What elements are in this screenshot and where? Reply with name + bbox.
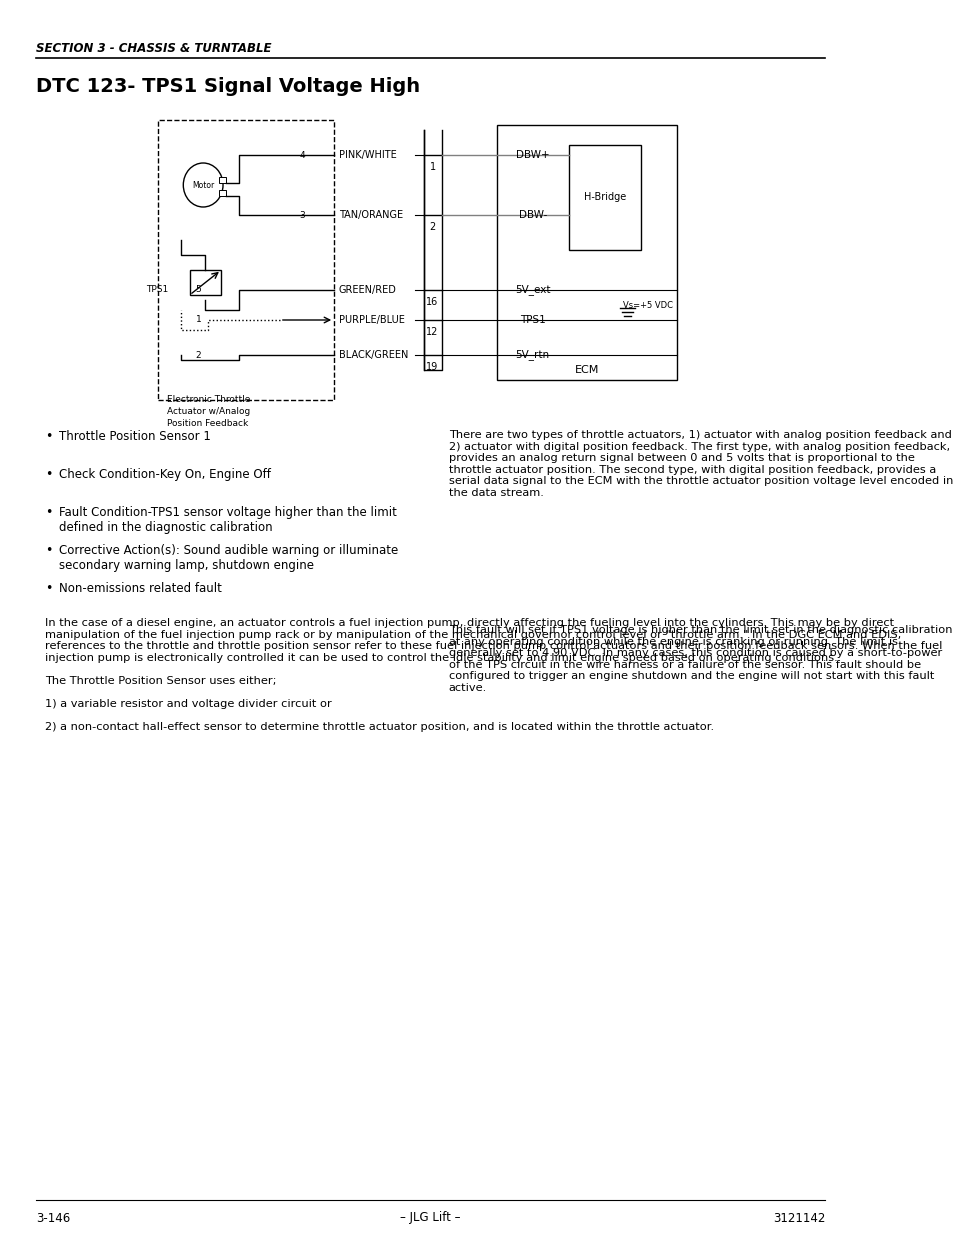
Text: 16: 16 — [426, 296, 438, 308]
Text: TPS1: TPS1 — [519, 315, 545, 325]
Text: 2: 2 — [429, 222, 436, 232]
Text: TAN/ORANGE: TAN/ORANGE — [338, 210, 402, 220]
Text: 5: 5 — [195, 285, 201, 294]
Text: GREEN/RED: GREEN/RED — [338, 285, 396, 295]
Bar — [190, 270, 221, 295]
Text: 2: 2 — [195, 351, 201, 359]
Text: TPS1: TPS1 — [146, 285, 168, 294]
Text: 3121142: 3121142 — [772, 1212, 824, 1224]
Text: 1: 1 — [195, 315, 201, 325]
Text: 4: 4 — [299, 151, 305, 159]
Bar — [219, 177, 226, 183]
Text: •: • — [45, 468, 52, 480]
Text: SECTION 3 - CHASSIS & TURNTABLE: SECTION 3 - CHASSIS & TURNTABLE — [36, 42, 272, 56]
Text: Motor: Motor — [192, 180, 214, 189]
Text: In the case of a diesel engine, an actuator controls a fuel injection pump, dire: In the case of a diesel engine, an actua… — [45, 618, 942, 732]
Text: 5V_rtn: 5V_rtn — [516, 350, 549, 361]
Text: PURPLE/BLUE: PURPLE/BLUE — [338, 315, 404, 325]
Text: Check Condition-Key On, Engine Off: Check Condition-Key On, Engine Off — [59, 468, 271, 480]
Bar — [158, 120, 334, 400]
Text: •: • — [45, 543, 52, 557]
Text: ECM: ECM — [574, 366, 598, 375]
Text: Electronic Throttle
Actuator w/Analog
Position Feedback: Electronic Throttle Actuator w/Analog Po… — [167, 395, 250, 427]
Text: This fault will set if TPS1 voltage is higher than the limit set in the diagnost: This fault will set if TPS1 voltage is h… — [448, 625, 951, 693]
Text: Non-emissions related fault: Non-emissions related fault — [59, 582, 221, 595]
Text: There are two types of throttle actuators, 1) actuator with analog position feed: There are two types of throttle actuator… — [448, 430, 952, 498]
Text: BLACK/GREEN: BLACK/GREEN — [338, 350, 408, 359]
Text: DBW+: DBW+ — [516, 149, 549, 161]
Text: 1: 1 — [429, 162, 436, 172]
Text: 12: 12 — [426, 327, 438, 337]
Text: DBW-: DBW- — [518, 210, 546, 220]
Text: 3: 3 — [299, 210, 305, 220]
Text: •: • — [45, 430, 52, 443]
Text: Throttle Position Sensor 1: Throttle Position Sensor 1 — [59, 430, 211, 443]
Text: 19: 19 — [426, 362, 438, 372]
Bar — [568, 144, 640, 249]
Text: Vs=+5 VDC: Vs=+5 VDC — [622, 300, 672, 310]
Text: PINK/WHITE: PINK/WHITE — [338, 149, 395, 161]
Text: Fault Condition-TPS1 sensor voltage higher than the limit
defined in the diagnos: Fault Condition-TPS1 sensor voltage high… — [59, 506, 396, 534]
Bar — [497, 125, 677, 380]
Text: •: • — [45, 506, 52, 519]
Text: 5V_ext: 5V_ext — [515, 284, 550, 295]
Text: H-Bridge: H-Bridge — [583, 193, 625, 203]
Text: Corrective Action(s): Sound audible warning or illuminate
secondary warning lamp: Corrective Action(s): Sound audible warn… — [59, 543, 397, 572]
Text: •: • — [45, 582, 52, 595]
Text: – JLG Lift –: – JLG Lift – — [400, 1212, 460, 1224]
Text: DTC 123- TPS1 Signal Voltage High: DTC 123- TPS1 Signal Voltage High — [36, 77, 420, 96]
Text: 3-146: 3-146 — [36, 1212, 71, 1224]
Bar — [219, 190, 226, 196]
